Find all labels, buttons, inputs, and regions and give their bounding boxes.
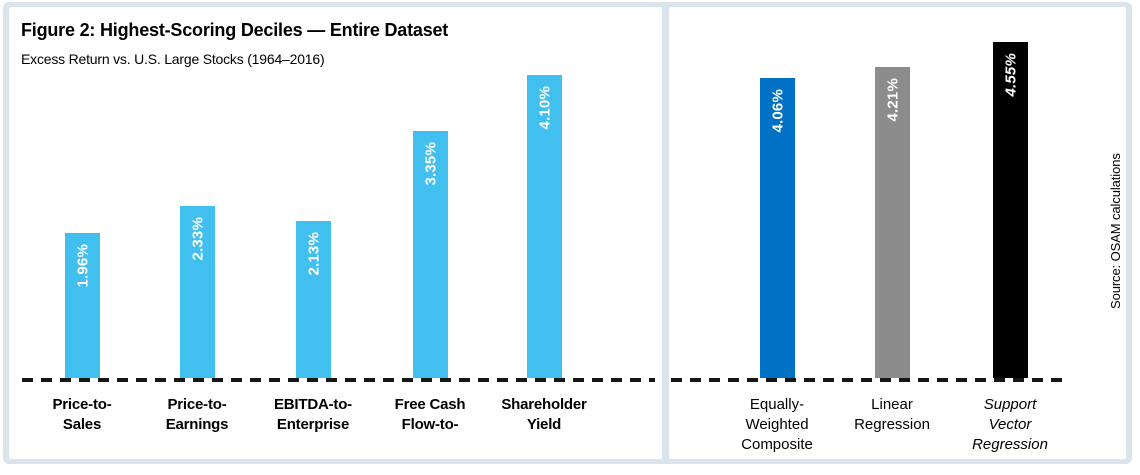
bar-value-label: 2.33% — [189, 217, 206, 261]
category-label-linear-regression: Linear Regression — [854, 396, 930, 433]
bar-price-to-sales: 1.96% — [65, 233, 100, 378]
bar-value-label: 4.10% — [536, 86, 553, 130]
bar-support-vector-regression: 4.55% — [993, 42, 1028, 378]
panel-right-models: 4.06% 4.21% 4.55% Equally- Weighted Comp… — [669, 7, 1126, 459]
bar-value-label: 1.96% — [74, 244, 91, 288]
bar-value-label: 4.21% — [884, 78, 901, 122]
category-label-price-to-sales: Price-to- Sales — [52, 396, 112, 433]
bar-value-label: 3.35% — [422, 142, 439, 186]
dashed-baseline-right — [671, 378, 1067, 382]
bar-ebitda-to-enterprise: 2.13% — [296, 221, 331, 378]
figure-subtitle: Excess Return vs. U.S. Large Stocks (196… — [21, 51, 325, 67]
bar-price-to-earnings: 2.33% — [180, 206, 215, 378]
bar-shareholder-yield: 4.10% — [527, 75, 562, 378]
panel-left-factor-deciles: Figure 2: Highest-Scoring Deciles — Enti… — [9, 7, 662, 459]
source-note: Source: OSAM calculations — [1108, 153, 1123, 309]
figure-title: Figure 2: Highest-Scoring Deciles — Enti… — [21, 20, 449, 40]
bar-linear-regression: 4.21% — [875, 67, 910, 378]
bar-value-label: 4.55% — [1002, 53, 1019, 97]
category-label-support-vector-regression: Support Vector Regression — [972, 396, 1048, 453]
plot-area-left: 1.96% 2.33% 2.13% 3.35% 4.10% — [9, 7, 662, 378]
bar-value-label: 2.13% — [305, 232, 322, 276]
bar-value-label: 4.06% — [769, 89, 786, 133]
category-label-ebitda-to-enterprise: EBITDA-to- Enterprise — [274, 396, 352, 433]
category-label-shareholder-yield: Shareholder Yield — [501, 396, 587, 433]
category-label-free-cash-flow: Free Cash Flow-to- — [394, 396, 466, 433]
category-label-price-to-earnings: Price-to- Earnings — [165, 396, 229, 433]
dashed-baseline-left — [22, 378, 655, 382]
figure-frame: Figure 2: Highest-Scoring Deciles — Enti… — [3, 2, 1132, 464]
bar-free-cash-flow: 3.35% — [413, 131, 448, 378]
bar-equally-weighted-composite: 4.06% — [760, 78, 795, 378]
category-label-equally-weighted-composite: Equally- Weighted Composite — [741, 396, 813, 453]
plot-area-right: 4.06% 4.21% 4.55% — [669, 7, 1126, 378]
